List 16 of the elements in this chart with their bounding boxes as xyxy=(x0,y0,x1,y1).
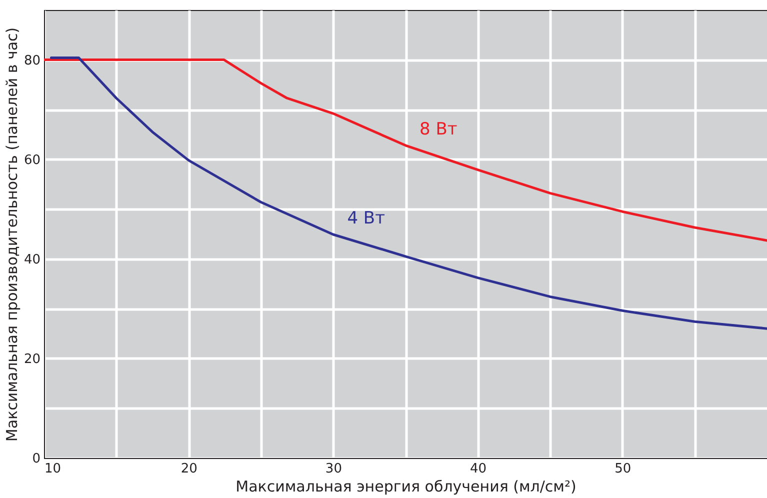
y-tick-label: 60 xyxy=(24,152,40,168)
line-series xyxy=(44,58,767,242)
y-axis-title: Максимальная производительность (панелей в час) xyxy=(2,27,21,442)
x-tick-label: 20 xyxy=(180,462,198,476)
x-tick-label: 40 xyxy=(470,462,487,476)
x-tick-label: 30 xyxy=(325,462,342,476)
y-tick-label: 0 xyxy=(32,452,40,466)
y-tick-label: 40 xyxy=(24,252,40,268)
x-tick-label: 50 xyxy=(614,462,632,476)
x-axis-title: Максимальная энергия облучения (мл/см²) xyxy=(236,478,576,496)
y-tick-label: 80 xyxy=(24,53,40,68)
series-label: 4 Вт xyxy=(347,208,386,228)
x-tick-label: 10 xyxy=(44,462,62,476)
series-label: 8 Вт xyxy=(420,119,458,140)
line-series xyxy=(50,56,767,330)
y-tick-label: 20 xyxy=(24,352,40,367)
